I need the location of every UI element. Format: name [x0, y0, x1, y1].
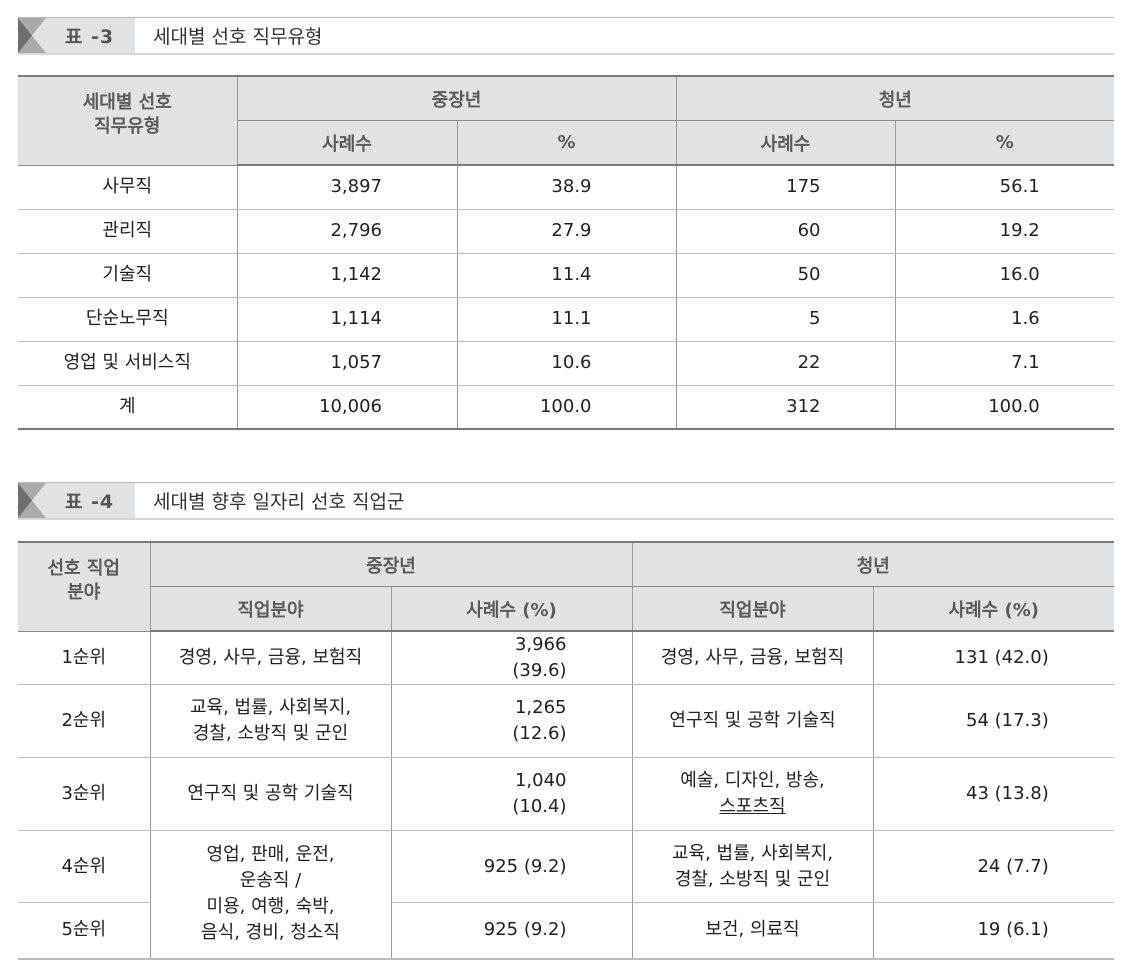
table4-sub-header: 직업분야 [631, 586, 874, 632]
job-field-line: 예술, 디자인, 방송, [680, 770, 825, 791]
table-row: 관리직 2,796 27.9 60 19.2 [18, 209, 1114, 254]
table3-sub-header: % [456, 120, 677, 166]
chevron-marker-icon [18, 18, 46, 53]
cell-value: 925 (9.2) [483, 855, 567, 877]
cell-value: 5 [809, 308, 821, 329]
table-row: 영업 및 서비스직 1,057 10.6 22 7.1 [18, 341, 1114, 386]
job-field: 보건, 의료직 [631, 902, 874, 960]
row-label: 계 [18, 385, 238, 430]
table4-number-badge: 표 -4 [18, 483, 135, 518]
cell-value: 1,057 [330, 352, 382, 373]
job-field-line-underlined: 스포츠직 [719, 796, 786, 817]
table-row: 사무직 3,897 38.9 175 56.1 [18, 165, 1114, 210]
table3-row-label-header: 세대별 선호 직무유형 [18, 75, 238, 166]
cell-value: 1,114 [330, 308, 382, 329]
table-row: 4순위 영업, 판매, 운전, 운송직 / 미용, 여행, 숙박, 음식, 경비… [18, 830, 1114, 960]
table4-title: 세대별 향후 일자리 선호 직업군 [153, 491, 405, 513]
table4-sub-header: 사례수 (%) [390, 586, 633, 632]
table4-sub-header: 사례수 (%) [872, 586, 1114, 632]
row-label: 사무직 [18, 165, 238, 210]
cell-value: 1,142 [330, 264, 382, 285]
cell-value: 24 (7.7) [977, 855, 1049, 877]
row-label: 영업 및 서비스직 [18, 341, 238, 386]
cell-value: 1,040 (10.4) [512, 770, 567, 817]
cell-value: 11.4 [456, 253, 677, 298]
table3-sub-header: % [894, 120, 1114, 166]
cell-value: 60 [797, 220, 821, 241]
job-field: 교육, 법률, 사회복지, 경찰, 소방직 및 군인 [631, 830, 874, 903]
job-field: 연구직 및 공학 기술직 [149, 757, 392, 831]
table4-row-label-header: 선호 직업 분야 [18, 541, 151, 632]
job-field: 연구직 및 공학 기술직 [631, 684, 874, 758]
rank-label: 2순위 [18, 684, 151, 758]
cell-value: 312 [786, 395, 821, 417]
table3-group-header-youth: 청년 [675, 75, 1114, 121]
cell-value: 27.9 [456, 209, 677, 254]
table-row: 기술직 1,142 11.4 50 16.0 [18, 253, 1114, 298]
cell-value: 1,265 (12.6) [512, 697, 567, 744]
cell-value: 2,796 [330, 220, 382, 241]
cell-value: 54 (17.3) [966, 710, 1049, 731]
table4-group-header-youth: 청년 [631, 541, 1114, 587]
rank-label: 3순위 [18, 757, 151, 831]
cell-value: 11.1 [456, 297, 677, 342]
job-field-merged: 영업, 판매, 운전, 운송직 / 미용, 여행, 숙박, 음식, 경비, 청소… [149, 830, 392, 960]
job-field: 경영, 사무, 금융, 보험직 [631, 631, 874, 685]
table-row-total: 계 10,006 100.0 312 100.0 [18, 385, 1114, 430]
chevron-marker-icon [18, 483, 46, 518]
table3-number: 표 -3 [64, 26, 115, 48]
cell-value: 100.0 [988, 395, 1040, 417]
table-row: 1순위 경영, 사무, 금융, 보험직 3,966 (39.6) 경영, 사무,… [18, 631, 1114, 685]
table3-group-header-midage: 중장년 [236, 75, 677, 121]
table-row: 3순위 연구직 및 공학 기술직 1,040 (10.4) 예술, 디자인, 방… [18, 757, 1114, 831]
rank-label: 1순위 [18, 631, 151, 685]
row-label: 단순노무직 [18, 297, 238, 342]
cell-value: 19 (6.1) [977, 919, 1049, 941]
job-field: 예술, 디자인, 방송, 스포츠직 [631, 757, 874, 831]
row-label: 관리직 [18, 209, 238, 254]
table3: 세대별 선호 직무유형 중장년 청년 사례수 % 사례수 % 사무직 3,897… [18, 75, 1114, 430]
table3-title-bar: 표 -3 세대별 선호 직무유형 [18, 17, 1114, 55]
rank-label: 5순위 [18, 902, 151, 960]
table-row: 2순위 교육, 법률, 사회복지, 경찰, 소방직 및 군인 1,265 (12… [18, 684, 1114, 758]
table4-group-header-midage: 중장년 [149, 541, 633, 587]
cell-value: 16.0 [999, 264, 1040, 285]
table4-title-bar: 표 -4 세대별 향후 일자리 선호 직업군 [18, 482, 1114, 520]
cell-value: 1.6 [1011, 308, 1040, 329]
cell-value: 100.0 [456, 385, 677, 430]
job-field: 교육, 법률, 사회복지, 경찰, 소방직 및 군인 [149, 684, 392, 758]
table4: 선호 직업 분야 중장년 청년 직업분야 사례수 (%) 직업분야 사례수 (%… [18, 541, 1114, 960]
rank-label: 4순위 [18, 830, 151, 903]
cell-value: 38.9 [456, 165, 677, 210]
cell-value: 7.1 [1011, 352, 1040, 373]
cell-value: 10.6 [456, 341, 677, 386]
row-label: 기술직 [18, 253, 238, 298]
table-row: 5순위 925 (9.2) 보건, 의료직 19 (6.1) [18, 902, 1114, 960]
table4-sub-header: 직업분야 [150, 586, 392, 632]
table-row: 단순노무직 1,114 11.1 5 1.6 [18, 297, 1114, 342]
cell-value: 22 [797, 352, 821, 373]
cell-value: 3,897 [330, 176, 382, 198]
cell-value: 50 [797, 264, 821, 285]
cell-value: 19.2 [999, 220, 1040, 241]
cell-value: 43 (13.8) [966, 783, 1049, 804]
cell-value: 925 (9.2) [483, 919, 567, 941]
cell-value: 3,966 (39.6) [512, 634, 567, 681]
cell-value: 10,006 [319, 395, 382, 417]
table3-sub-header: 사례수 [675, 120, 896, 166]
table3-title: 세대별 선호 직무유형 [153, 26, 323, 48]
cell-value: 175 [786, 176, 821, 198]
table3-sub-header: 사례수 [237, 120, 458, 166]
cell-value: 131 (42.0) [954, 647, 1049, 668]
table4-number: 표 -4 [64, 491, 115, 513]
cell-value: 56.1 [999, 176, 1040, 198]
table3-number-badge: 표 -3 [18, 18, 135, 53]
job-field: 경영, 사무, 금융, 보험직 [149, 631, 392, 685]
